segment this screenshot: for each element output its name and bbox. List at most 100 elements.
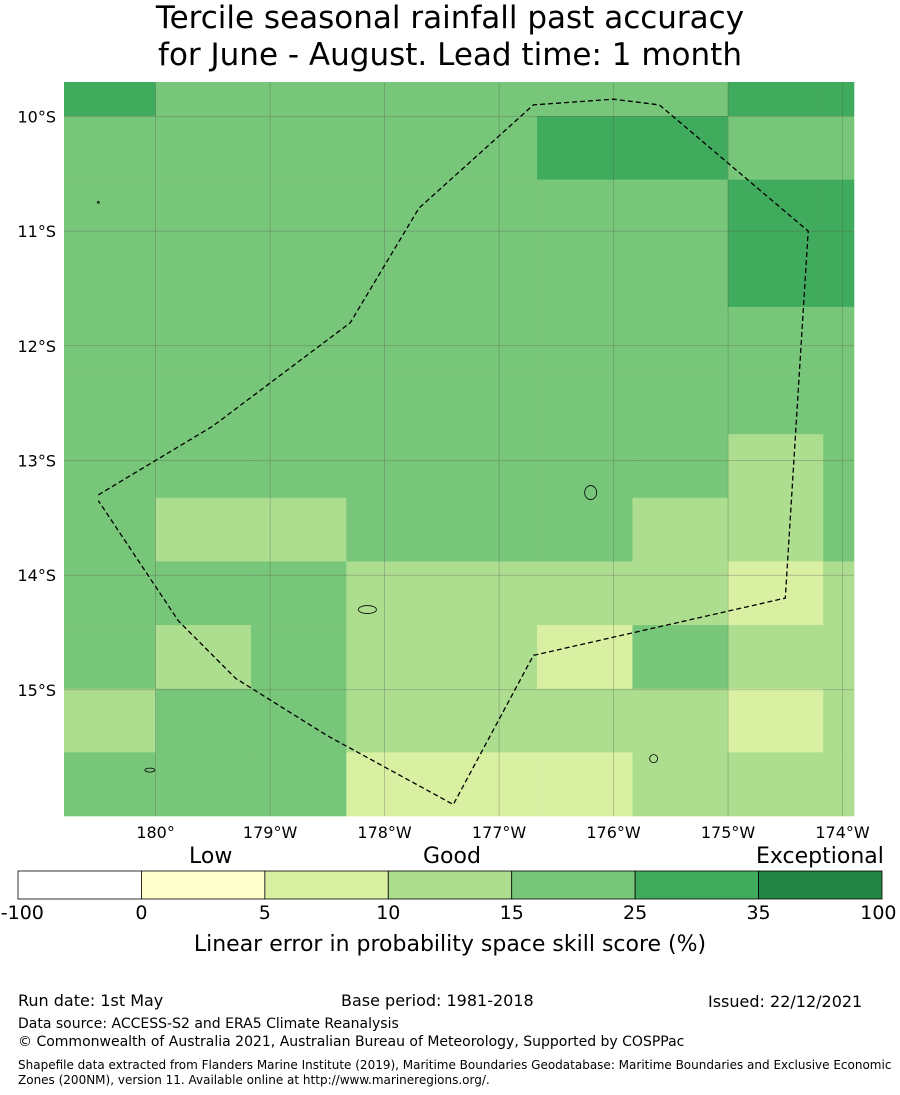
colorbar-segment [141, 870, 266, 900]
skill-cell [346, 752, 443, 817]
skill-cell [632, 243, 729, 308]
colorbar-segment [511, 870, 636, 900]
skill-cell [727, 370, 824, 435]
skill-cell [441, 82, 538, 117]
skill-cell [250, 179, 347, 244]
base-period: Base period: 1981-2018 [341, 991, 534, 1010]
skill-cell [632, 370, 729, 435]
skill-cell [441, 116, 538, 180]
skill-cell [250, 688, 347, 753]
latitude-label: 15°S [17, 681, 56, 700]
skill-cell [441, 179, 538, 244]
skill-cell [727, 434, 824, 499]
latitude-label: 10°S [17, 107, 56, 126]
skill-cell [727, 243, 824, 308]
skill-cell [537, 116, 633, 180]
skill-cell [823, 434, 855, 499]
skill-cell [64, 370, 156, 435]
skill-cell [632, 625, 729, 690]
skill-cell [155, 688, 252, 753]
island-outline [358, 605, 377, 614]
skill-cell [155, 752, 252, 817]
latitude-label: 13°S [17, 451, 56, 470]
skill-cell [346, 82, 443, 117]
colorbar-segment [387, 870, 513, 900]
colorbar-tick-label: 25 [623, 902, 648, 924]
skill-cell [441, 434, 538, 499]
category-good: Good [423, 844, 481, 869]
skill-cell [64, 434, 156, 499]
colorbar-tick-label: -100 [0, 902, 44, 924]
skill-cell [64, 497, 156, 562]
skill-cell [537, 688, 633, 753]
skill-cell [727, 306, 824, 371]
skill-cell [823, 243, 855, 308]
skill-cells [64, 82, 855, 817]
skill-cell [64, 752, 156, 817]
skill-cell [64, 625, 156, 690]
skill-cell [250, 561, 347, 626]
skill-cell [155, 179, 252, 244]
skill-cell [155, 243, 252, 308]
skill-cell [727, 561, 824, 626]
skill-cell [632, 82, 729, 117]
colorbar [17, 870, 883, 900]
skill-cell [727, 688, 824, 753]
skill-cell [346, 243, 443, 308]
skill-cell [155, 116, 252, 180]
skill-cell [823, 752, 855, 817]
skill-cell [632, 179, 729, 244]
skill-cell [441, 688, 538, 753]
skill-cell [823, 625, 855, 690]
longitude-label: 175°W [701, 823, 756, 842]
skill-cell [537, 561, 633, 626]
skill-cell [346, 688, 443, 753]
skill-cell [441, 243, 538, 308]
skill-cell [346, 497, 443, 562]
skill-cell [823, 370, 855, 435]
skill-cell [537, 179, 633, 244]
skill-cell [346, 625, 443, 690]
island-outline [96, 201, 100, 204]
latitude-labels: 10°S 11°S 12°S 13°S 14°S 15°S [17, 107, 56, 699]
skill-cell [155, 306, 252, 371]
skill-cell [727, 497, 824, 562]
skill-cell [441, 497, 538, 562]
island-outline [144, 767, 156, 773]
longitude-labels: 180° 179°W 178°W 177°W 176°W 175°W 174°W [136, 823, 870, 842]
latitude-label: 11°S [17, 222, 56, 241]
latitude-label: 14°S [17, 566, 56, 585]
skill-cell [823, 688, 855, 753]
skill-cell [537, 370, 633, 435]
skill-cell [441, 306, 538, 371]
skill-cell [823, 116, 855, 180]
longitude-label: 177°W [472, 823, 527, 842]
colorbar-segment [634, 870, 759, 900]
latitude-label: 12°S [17, 337, 56, 356]
skill-cell [346, 179, 443, 244]
skill-cell [632, 116, 729, 180]
skill-cell [346, 434, 443, 499]
skill-cell [250, 497, 347, 562]
skill-cell [823, 179, 855, 244]
run-date: Run date: 1st May [18, 991, 164, 1010]
colorbar-tick-label: 0 [135, 902, 148, 924]
skill-cell [727, 625, 824, 690]
skill-cell [537, 497, 633, 562]
colorbar-segment [17, 870, 142, 900]
skill-cell [537, 82, 633, 117]
skill-cell [632, 306, 729, 371]
island-outline [649, 754, 659, 764]
skill-cell [537, 306, 633, 371]
skill-cell [155, 434, 252, 499]
longitude-label: 179°W [243, 823, 298, 842]
skill-cell [537, 434, 633, 499]
skill-cell [441, 370, 538, 435]
colorbar-tick-label: 35 [746, 902, 771, 924]
skill-cell [64, 179, 156, 244]
skill-cell [250, 82, 347, 117]
colorbar-tick-label: 100 [860, 902, 897, 924]
skill-cell [155, 561, 252, 626]
skill-cell [441, 625, 538, 690]
skill-cell [64, 116, 156, 180]
